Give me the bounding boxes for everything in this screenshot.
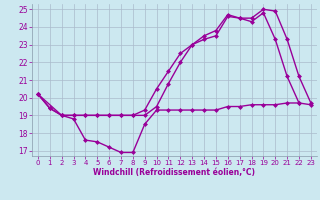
- X-axis label: Windchill (Refroidissement éolien,°C): Windchill (Refroidissement éolien,°C): [93, 168, 255, 177]
